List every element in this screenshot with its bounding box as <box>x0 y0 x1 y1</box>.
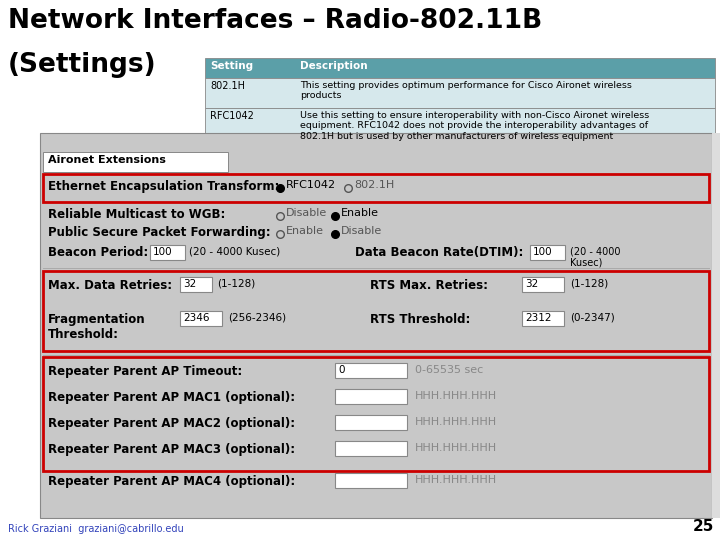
Bar <box>180 311 222 326</box>
Text: 802.1H: 802.1H <box>210 81 245 91</box>
Bar <box>180 277 212 292</box>
Text: Max. Data Retries:: Max. Data Retries: <box>48 279 172 292</box>
Bar <box>43 271 709 351</box>
Text: Beacon Period:: Beacon Period: <box>48 246 148 259</box>
Text: HHH.HHH.HHH: HHH.HHH.HHH <box>415 475 497 485</box>
Text: 2346: 2346 <box>183 313 210 323</box>
Text: RTS Threshold:: RTS Threshold: <box>370 313 470 326</box>
Bar <box>205 108 715 163</box>
Text: 32: 32 <box>525 279 539 289</box>
Bar <box>335 441 407 456</box>
Text: (20 - 4000
Kusec): (20 - 4000 Kusec) <box>570 246 621 268</box>
Text: Rick Graziani  graziani@cabrillo.edu: Rick Graziani graziani@cabrillo.edu <box>8 524 184 534</box>
Bar <box>43 357 709 471</box>
Text: (Settings): (Settings) <box>8 52 157 78</box>
Text: Disable: Disable <box>341 226 382 236</box>
Bar <box>205 78 715 108</box>
Bar <box>530 245 565 260</box>
Text: HHH.HHH.HHH: HHH.HHH.HHH <box>415 391 497 401</box>
Bar <box>335 363 407 378</box>
Bar <box>43 174 709 202</box>
Text: 32: 32 <box>183 279 197 289</box>
Text: Repeater Parent AP Timeout:: Repeater Parent AP Timeout: <box>48 365 242 378</box>
Text: Repeater Parent AP MAC2 (optional):: Repeater Parent AP MAC2 (optional): <box>48 417 295 430</box>
Bar <box>40 133 712 518</box>
Text: Fragmentation
Threshold:: Fragmentation Threshold: <box>48 313 145 341</box>
Bar <box>335 415 407 430</box>
Text: (0-2347): (0-2347) <box>570 313 615 323</box>
Bar <box>335 389 407 404</box>
Bar <box>150 245 185 260</box>
Bar <box>205 58 715 78</box>
Text: RFC1042: RFC1042 <box>210 111 254 121</box>
Text: 100: 100 <box>533 247 553 257</box>
Text: HHH.HHH.HHH: HHH.HHH.HHH <box>415 443 497 453</box>
Text: Data Beacon Rate(DTIM):: Data Beacon Rate(DTIM): <box>355 246 523 259</box>
Text: Repeater Parent AP MAC4 (optional):: Repeater Parent AP MAC4 (optional): <box>48 475 295 488</box>
Text: Use this setting to ensure interoperability with non-Cisco Aironet wireless
equi: Use this setting to ensure interoperabil… <box>300 111 649 141</box>
Text: 0-65535 sec: 0-65535 sec <box>415 365 483 375</box>
Text: (1-128): (1-128) <box>570 279 608 289</box>
Text: 100: 100 <box>153 247 173 257</box>
Text: (20 - 4000 Kusec): (20 - 4000 Kusec) <box>189 246 280 256</box>
Text: Ethernet Encapsulation Transform:: Ethernet Encapsulation Transform: <box>48 180 279 193</box>
Text: Public Secure Packet Forwarding:: Public Secure Packet Forwarding: <box>48 226 271 239</box>
Text: 0: 0 <box>338 365 344 375</box>
Text: Network Interfaces – Radio-802.11B: Network Interfaces – Radio-802.11B <box>8 8 542 34</box>
Bar <box>522 311 564 326</box>
Text: Description: Description <box>300 61 368 71</box>
Bar <box>335 473 407 488</box>
Text: (1-128): (1-128) <box>217 279 256 289</box>
Text: Enable: Enable <box>341 208 379 218</box>
Text: 802.1H: 802.1H <box>354 180 395 190</box>
Bar <box>712 133 720 518</box>
Text: Enable: Enable <box>286 226 324 236</box>
Text: Setting: Setting <box>210 61 253 71</box>
Text: RTS Max. Retries:: RTS Max. Retries: <box>370 279 488 292</box>
Text: 2312: 2312 <box>525 313 552 323</box>
Text: Repeater Parent AP MAC3 (optional):: Repeater Parent AP MAC3 (optional): <box>48 443 295 456</box>
Text: This setting provides optimum performance for Cisco Aironet wireless
products: This setting provides optimum performanc… <box>300 81 632 100</box>
Bar <box>43 152 228 172</box>
Text: (256-2346): (256-2346) <box>228 313 286 323</box>
Text: Disable: Disable <box>286 208 328 218</box>
Text: HHH.HHH.HHH: HHH.HHH.HHH <box>415 417 497 427</box>
Bar <box>522 277 564 292</box>
Text: 25: 25 <box>693 519 714 534</box>
Text: Aironet Extensions: Aironet Extensions <box>48 155 166 165</box>
Text: Reliable Multicast to WGB:: Reliable Multicast to WGB: <box>48 208 225 221</box>
Text: Repeater Parent AP MAC1 (optional):: Repeater Parent AP MAC1 (optional): <box>48 391 295 404</box>
Text: RFC1042: RFC1042 <box>286 180 336 190</box>
